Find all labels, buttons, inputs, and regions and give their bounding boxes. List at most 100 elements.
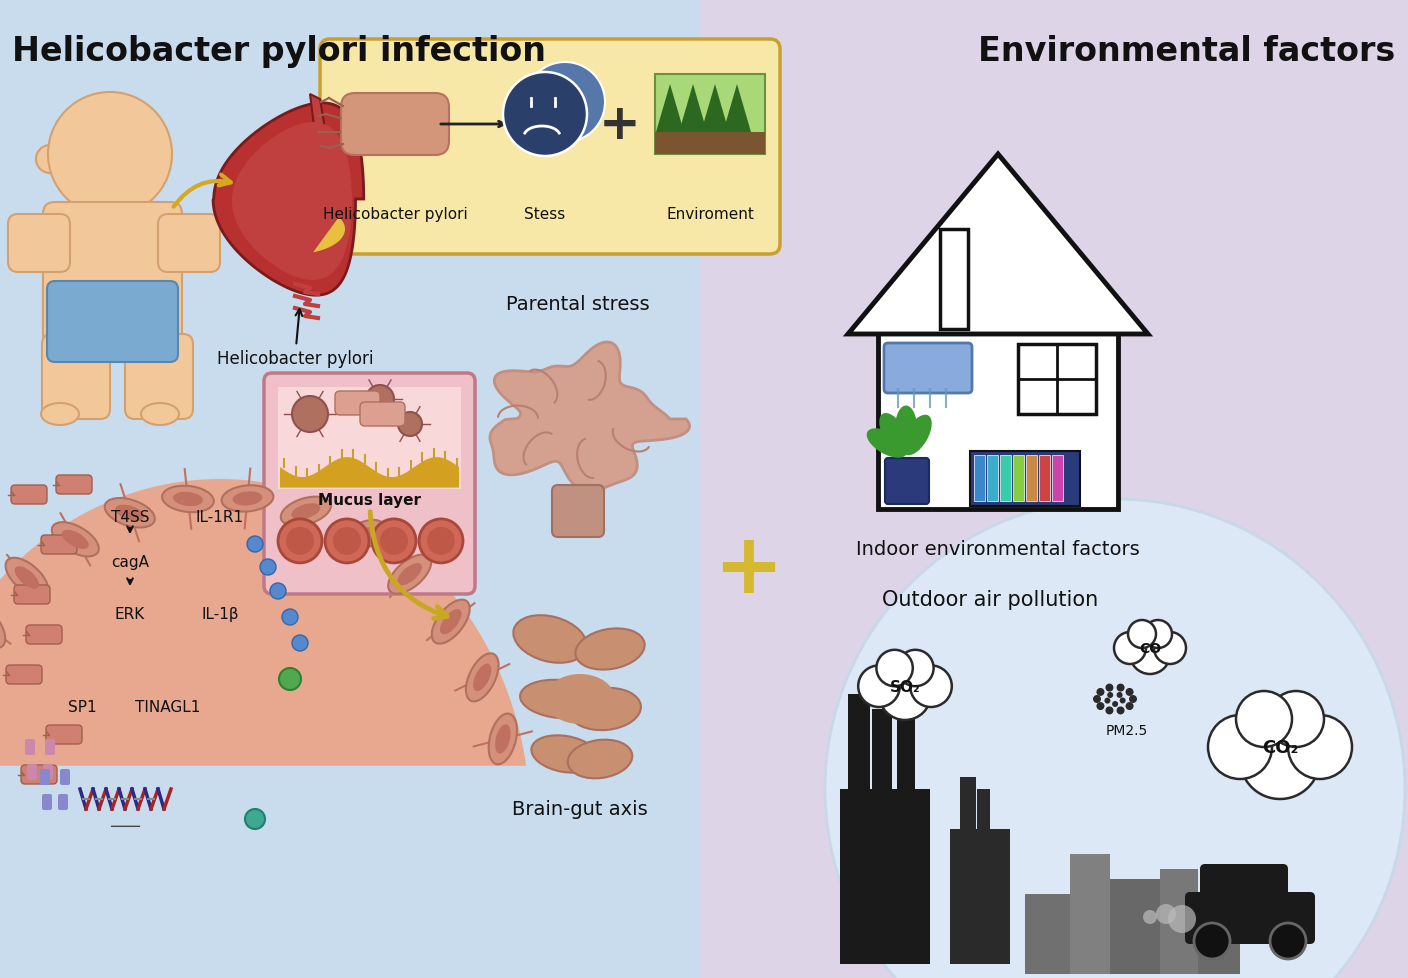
Ellipse shape [162, 486, 214, 512]
Bar [897, 719, 915, 791]
FancyBboxPatch shape [265, 374, 474, 595]
Polygon shape [656, 85, 684, 133]
Text: Indoor environmental factors: Indoor environmental factors [856, 540, 1140, 558]
Polygon shape [679, 85, 707, 133]
FancyBboxPatch shape [6, 665, 42, 685]
Polygon shape [941, 230, 969, 330]
FancyBboxPatch shape [27, 764, 37, 780]
Ellipse shape [520, 680, 600, 719]
Ellipse shape [221, 486, 273, 512]
Circle shape [1104, 698, 1111, 704]
Polygon shape [879, 330, 1118, 510]
Circle shape [48, 93, 172, 217]
FancyBboxPatch shape [25, 739, 35, 755]
Circle shape [876, 650, 912, 687]
FancyBboxPatch shape [655, 75, 765, 155]
Ellipse shape [348, 528, 375, 547]
Ellipse shape [439, 609, 462, 635]
Circle shape [1105, 684, 1114, 691]
Polygon shape [701, 85, 729, 133]
Ellipse shape [6, 558, 48, 598]
Circle shape [279, 668, 301, 690]
Circle shape [246, 537, 263, 553]
Circle shape [1117, 684, 1125, 691]
Ellipse shape [567, 740, 632, 778]
Text: PM2.5: PM2.5 [1105, 724, 1148, 737]
Text: IL-1R1: IL-1R1 [196, 510, 244, 524]
Text: CO: CO [1139, 642, 1162, 655]
Circle shape [291, 636, 308, 651]
Circle shape [398, 413, 422, 436]
Circle shape [1112, 701, 1118, 707]
Circle shape [1240, 719, 1321, 799]
Ellipse shape [514, 615, 587, 663]
Circle shape [245, 809, 265, 829]
Circle shape [1143, 620, 1171, 648]
Polygon shape [232, 123, 352, 281]
FancyBboxPatch shape [974, 456, 986, 502]
FancyBboxPatch shape [44, 764, 54, 780]
FancyBboxPatch shape [39, 770, 51, 785]
Circle shape [525, 63, 605, 143]
Bar [655, 133, 765, 155]
Ellipse shape [879, 414, 908, 454]
Circle shape [1125, 689, 1133, 696]
Circle shape [1107, 692, 1114, 698]
Text: Brain-gut axis: Brain-gut axis [513, 799, 648, 819]
Bar [841, 789, 931, 964]
Circle shape [260, 559, 276, 575]
FancyBboxPatch shape [42, 794, 52, 810]
Text: ━━━━━━: ━━━━━━ [110, 822, 139, 830]
Bar [1160, 869, 1198, 974]
Text: Helicobacter pylori infection: Helicobacter pylori infection [13, 35, 546, 67]
Circle shape [1097, 702, 1104, 710]
FancyBboxPatch shape [1026, 456, 1038, 502]
Circle shape [1128, 620, 1156, 648]
Circle shape [1114, 633, 1146, 664]
FancyBboxPatch shape [277, 387, 460, 490]
Text: Mucus layer: Mucus layer [317, 492, 421, 508]
FancyBboxPatch shape [11, 485, 46, 505]
Circle shape [879, 668, 931, 720]
Circle shape [291, 397, 328, 432]
FancyBboxPatch shape [42, 334, 110, 420]
Text: cagA: cagA [111, 555, 149, 569]
Ellipse shape [903, 416, 932, 456]
Circle shape [1131, 635, 1170, 674]
Text: CO₂: CO₂ [1262, 738, 1298, 756]
Circle shape [420, 519, 463, 563]
Text: ERK: ERK [115, 606, 145, 621]
FancyBboxPatch shape [46, 282, 177, 363]
Ellipse shape [62, 530, 89, 550]
FancyBboxPatch shape [1039, 456, 1050, 502]
Circle shape [1270, 923, 1307, 959]
Circle shape [910, 666, 952, 707]
Text: Stess: Stess [524, 206, 566, 222]
Bar [977, 789, 990, 831]
FancyBboxPatch shape [44, 202, 182, 346]
FancyBboxPatch shape [335, 391, 380, 416]
FancyBboxPatch shape [970, 452, 1080, 507]
Text: +: + [712, 529, 783, 610]
FancyBboxPatch shape [45, 739, 55, 755]
Polygon shape [722, 85, 750, 133]
Circle shape [897, 650, 934, 687]
Polygon shape [313, 218, 345, 253]
FancyBboxPatch shape [1000, 456, 1011, 502]
Circle shape [325, 519, 369, 563]
Ellipse shape [104, 499, 155, 528]
Circle shape [503, 73, 587, 156]
Circle shape [859, 666, 900, 707]
Circle shape [1125, 702, 1133, 710]
Ellipse shape [432, 600, 470, 645]
Ellipse shape [531, 735, 598, 773]
Bar [950, 829, 1010, 964]
FancyBboxPatch shape [987, 456, 998, 502]
Ellipse shape [466, 653, 498, 701]
Text: IL-1β: IL-1β [201, 606, 239, 621]
Text: SP1: SP1 [68, 699, 96, 714]
Polygon shape [848, 155, 1148, 334]
Ellipse shape [867, 428, 907, 459]
Polygon shape [280, 458, 459, 488]
Polygon shape [213, 104, 363, 296]
